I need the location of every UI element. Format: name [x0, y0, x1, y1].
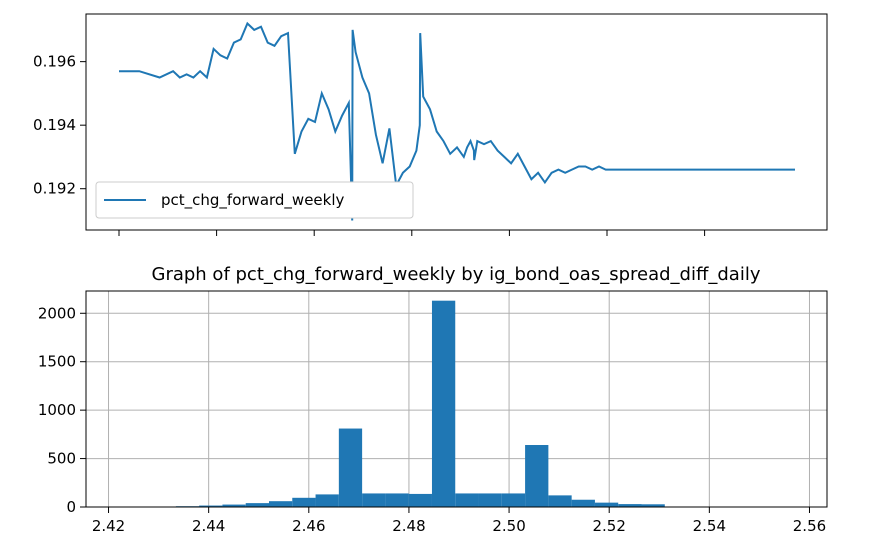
histogram-grid	[86, 291, 827, 508]
line-chart-axes-frame	[85, 13, 828, 231]
y-tick-label: 0.192	[33, 180, 76, 198]
histogram-chart: Graph of pct_chg_forward_weekly by ig_bo…	[38, 264, 828, 535]
histogram-axes-frame	[85, 290, 828, 508]
histogram-bar	[199, 505, 223, 507]
line-chart: 0.192 0.194 0.196 pct_chg_forward_weekly	[33, 13, 828, 236]
legend-box	[95, 181, 414, 219]
histogram-bar	[362, 493, 386, 507]
histogram-bar	[315, 494, 339, 507]
histogram-bar	[268, 501, 293, 507]
histogram-bar	[501, 493, 526, 507]
x-tick-label: 2.46	[292, 517, 325, 535]
histogram-bar	[525, 445, 549, 507]
legend: pct_chg_forward_weekly	[95, 181, 414, 219]
histogram-y-ticks: 0 500 1000 1500 2000	[38, 304, 86, 516]
line-chart-y-ticks: 0.192 0.194 0.196	[33, 53, 86, 198]
histogram-bar	[222, 504, 246, 507]
x-tick-label: 2.44	[192, 517, 225, 535]
line-chart-x-ticks	[118, 230, 706, 236]
y-tick-label: 2000	[38, 304, 76, 322]
histogram-bar	[548, 495, 572, 507]
legend-label: pct_chg_forward_weekly	[161, 191, 345, 210]
histogram-bar	[408, 493, 432, 507]
histogram-bar	[618, 504, 642, 507]
histogram-bars	[106, 300, 805, 507]
y-tick-label: 0.194	[33, 116, 76, 134]
histogram-title: Graph of pct_chg_forward_weekly by ig_bo…	[152, 264, 761, 285]
y-tick-label: 1500	[38, 353, 76, 371]
histogram-bar	[478, 493, 502, 507]
y-tick-label: 0.196	[33, 53, 76, 71]
x-tick-label: 2.42	[92, 517, 125, 535]
histogram-bar	[571, 499, 595, 507]
x-tick-label: 2.52	[593, 517, 626, 535]
histogram-bar	[385, 493, 409, 507]
histogram-bar	[245, 503, 269, 507]
x-tick-label: 2.56	[793, 517, 826, 535]
x-tick-label: 2.54	[693, 517, 726, 535]
histogram-bar	[641, 504, 665, 507]
histogram-bar	[455, 493, 479, 507]
histogram-x-ticks: 2.42 2.44 2.46 2.48 2.50 2.52 2.54 2.56	[92, 507, 826, 535]
y-tick-label: 500	[47, 450, 76, 468]
series-line-pct-chg-forward-weekly	[119, 21, 795, 221]
histogram-bar	[594, 502, 619, 507]
histogram-bar	[292, 497, 316, 507]
y-tick-label: 0	[66, 498, 76, 516]
histogram-bar	[431, 300, 456, 507]
histogram-bar	[338, 428, 363, 507]
x-tick-label: 2.48	[392, 517, 425, 535]
x-tick-label: 2.50	[492, 517, 525, 535]
y-tick-label: 1000	[38, 401, 76, 419]
